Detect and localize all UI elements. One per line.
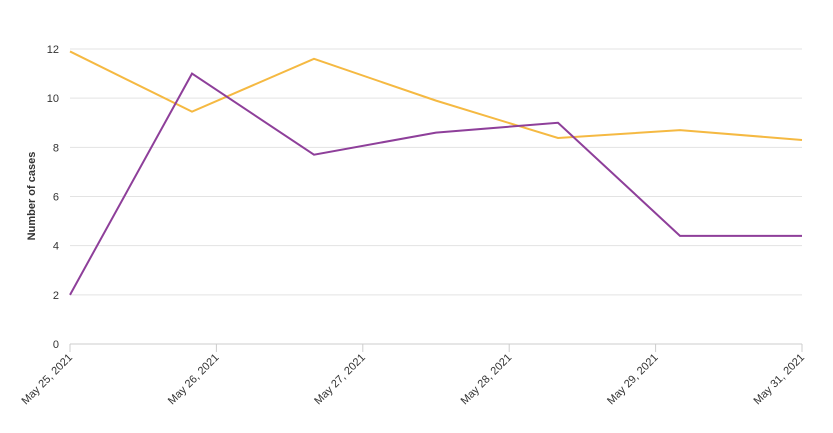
y-tick-label: 2 [53, 290, 59, 302]
y-tick-label: 6 [53, 192, 59, 204]
x-tick-label: May 29, 2021 [605, 352, 661, 408]
x-tick-label: May 28, 2021 [459, 352, 515, 408]
y-tick-label: 8 [53, 142, 59, 154]
x-tick-label: May 27, 2021 [312, 352, 368, 408]
y-tick-label: 12 [47, 44, 59, 56]
y-axis-label: Number of cases [26, 152, 38, 241]
y-tick-label: 4 [53, 241, 59, 253]
x-tick-label: May 31, 2021 [752, 352, 808, 408]
series-line [69, 50, 803, 141]
y-tick-label: 0 [53, 339, 59, 351]
y-tick-label: 10 [47, 93, 59, 105]
series-line [69, 72, 802, 296]
x-tick-label: May 25, 2021 [20, 352, 76, 408]
x-tick-label: May 26, 2021 [166, 352, 222, 408]
